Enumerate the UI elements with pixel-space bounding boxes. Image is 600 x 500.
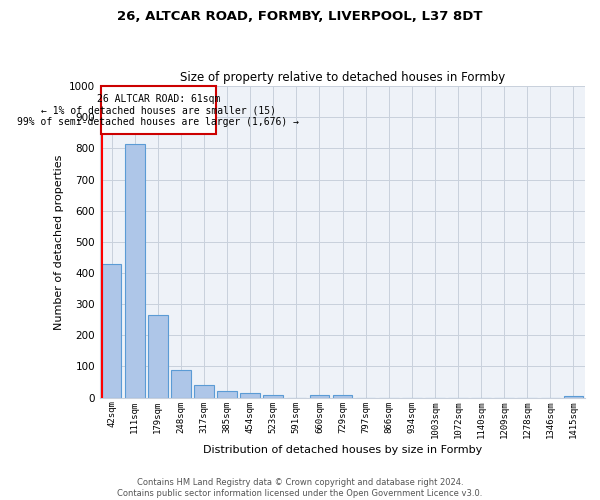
Bar (194, 384, 214, 398)
X-axis label: Distribution of detached houses by size in Formby: Distribution of detached houses by size … (203, 445, 482, 455)
Text: 26 ALTCAR ROAD: 61sqm
← 1% of detached houses are smaller (15)
99% of semi-detac: 26 ALTCAR ROAD: 61sqm ← 1% of detached h… (17, 94, 299, 127)
Bar (263, 394, 283, 398)
Bar (333, 394, 352, 398)
Bar (148, 315, 167, 398)
Bar (241, 393, 260, 398)
Bar (171, 370, 191, 398)
Y-axis label: Number of detached properties: Number of detached properties (53, 154, 64, 330)
Bar (217, 392, 237, 398)
Bar (125, 144, 145, 398)
Text: 26, ALTCAR ROAD, FORMBY, LIVERPOOL, L37 8DT: 26, ALTCAR ROAD, FORMBY, LIVERPOOL, L37 … (117, 10, 483, 23)
Title: Size of property relative to detached houses in Formby: Size of property relative to detached ho… (180, 70, 505, 84)
Bar (310, 394, 329, 398)
Bar (101, 86, 215, 134)
Text: Contains HM Land Registry data © Crown copyright and database right 2024.
Contai: Contains HM Land Registry data © Crown c… (118, 478, 482, 498)
Bar (102, 264, 121, 398)
Bar (563, 396, 583, 398)
